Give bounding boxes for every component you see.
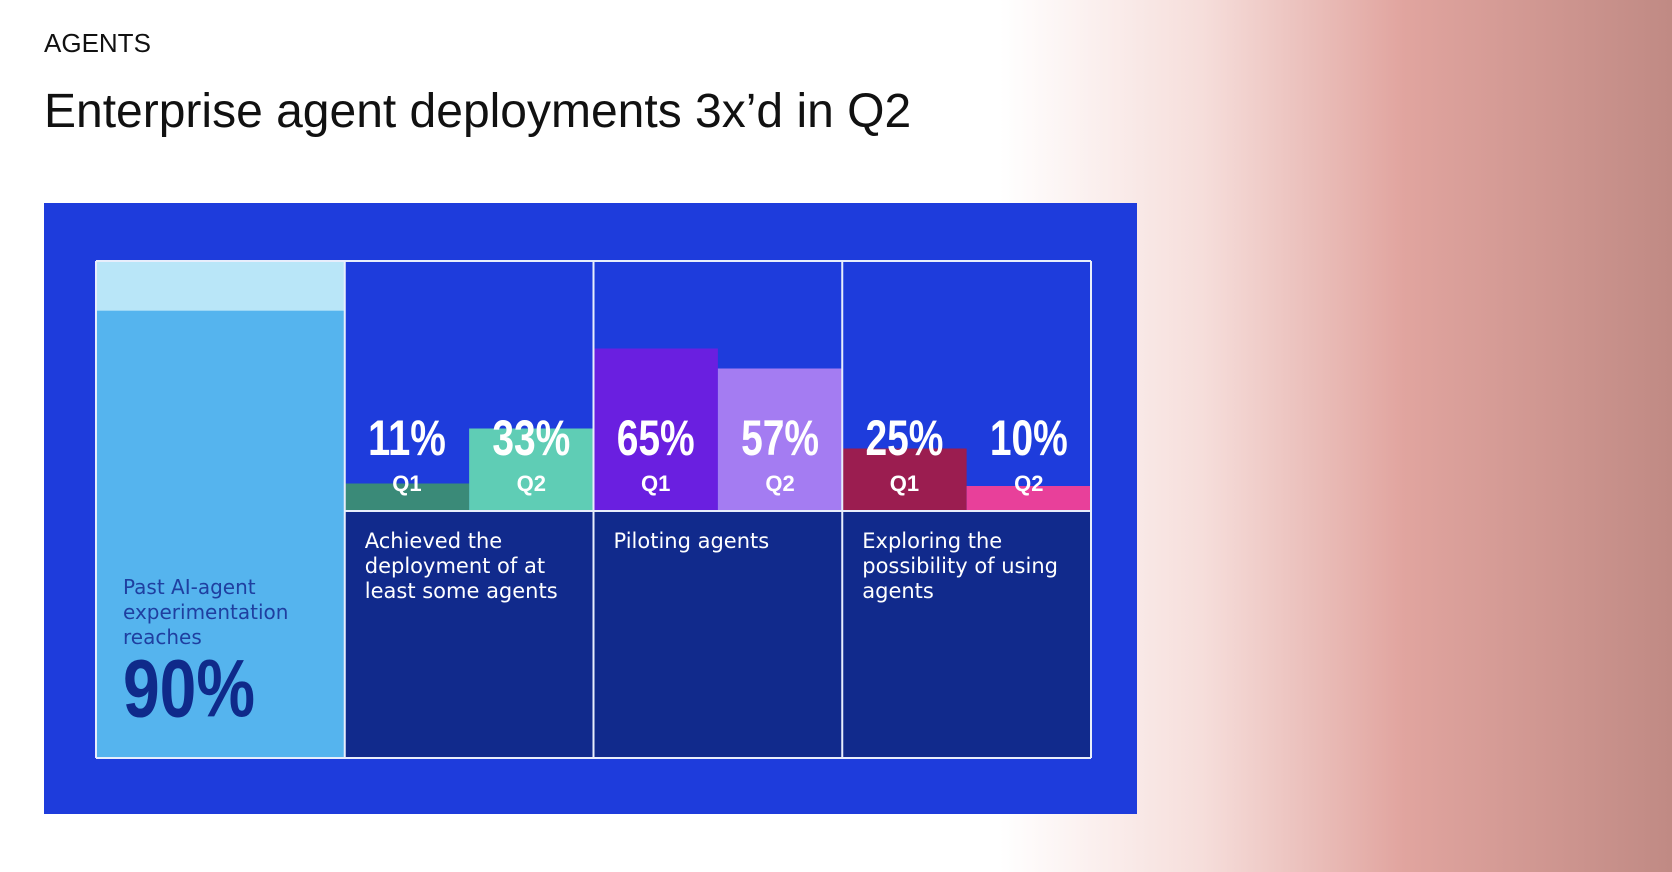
category-label: Achieved the deployment of at least some…	[364, 529, 558, 603]
highlight-label: Past AI-agent experimentation reaches	[123, 575, 289, 649]
bar	[344, 483, 470, 511]
category-bottom-cell	[593, 511, 843, 758]
highlight-value: 90%	[123, 644, 255, 735]
category-label: Piloting agents	[613, 529, 770, 553]
series-label: Q2	[765, 471, 794, 496]
series-label: Q1	[890, 471, 919, 496]
category-bottom-cell	[344, 511, 594, 758]
bar-value-label: 33%	[492, 410, 570, 466]
category-label: Exploring the possibility of using agent…	[862, 529, 1058, 603]
chart-title: Enterprise agent deployments 3x’d in Q2	[44, 85, 912, 138]
highlight-bar	[96, 310, 345, 758]
bar	[469, 428, 594, 511]
bar-value-label: 25%	[865, 410, 943, 466]
bar	[842, 448, 967, 511]
series-label: Q1	[392, 471, 421, 496]
bar	[593, 348, 718, 511]
bar-value-label: 65%	[617, 410, 695, 466]
bar	[717, 368, 843, 511]
series-label: Q1	[641, 471, 670, 496]
series-label: Q2	[517, 471, 546, 496]
bar	[966, 486, 1091, 511]
series-label: Q2	[1014, 471, 1043, 496]
category-bottom-cell	[842, 511, 1091, 758]
bar-value-label: 10%	[990, 410, 1068, 466]
section-label: AGENTS	[44, 28, 151, 58]
bar-value-label: 57%	[741, 410, 819, 466]
bar-value-label: 11%	[368, 410, 446, 466]
